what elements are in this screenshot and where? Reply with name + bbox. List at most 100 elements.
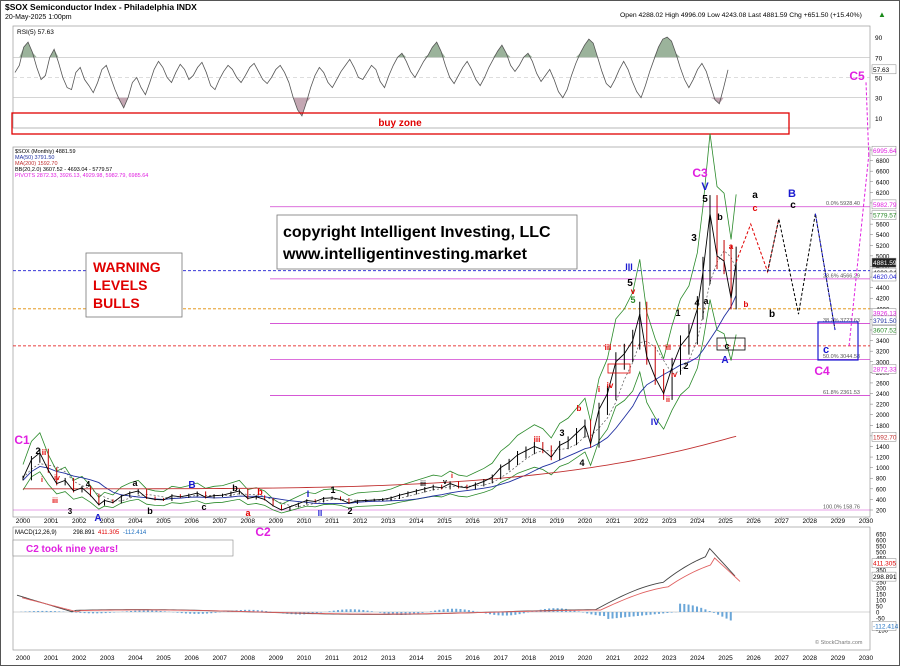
wave-label-b: b bbox=[744, 300, 749, 309]
rsi-overbought-fill bbox=[15, 37, 728, 58]
year-label: 2011 bbox=[325, 518, 339, 525]
price-tag: 4881.59 bbox=[871, 257, 897, 268]
projection-black-path bbox=[767, 213, 836, 331]
price-axis-label: 3200 bbox=[876, 350, 890, 356]
rsi-panel-frame bbox=[12, 25, 871, 129]
wave-label-i: i bbox=[41, 477, 43, 484]
rsi-tick-label: 30 bbox=[875, 96, 883, 103]
year-label-bottom: 2028 bbox=[803, 655, 818, 662]
wave-label-iii: iii bbox=[52, 498, 58, 505]
copyright-line1: copyright Intelligent Investing, LLC bbox=[283, 224, 551, 241]
macd-tag-3: -112.414 bbox=[871, 621, 899, 631]
wave-label-n2: 2 bbox=[35, 446, 40, 456]
price-axis-label: 2600 bbox=[876, 381, 890, 387]
macd-axis-label: 150 bbox=[876, 593, 887, 599]
price-tag-text: 5779.57 bbox=[873, 213, 897, 220]
year-label: 2023 bbox=[662, 518, 677, 525]
macd-axis-label: 250 bbox=[876, 581, 887, 587]
wave-label-n5: 5 bbox=[627, 278, 633, 289]
wave-iii-box bbox=[607, 363, 631, 374]
wave-label-b: b bbox=[769, 309, 775, 320]
year-label-bottom: 2029 bbox=[831, 655, 846, 662]
macd-tag-1-bg bbox=[871, 558, 897, 568]
price-tag: 3791.50 bbox=[871, 315, 897, 326]
price-axis-label: 4400 bbox=[876, 286, 890, 292]
price-tag-bg bbox=[871, 199, 897, 210]
macd-group bbox=[13, 547, 870, 621]
year-label: 2000 bbox=[16, 518, 31, 525]
macd-axis-label: 100 bbox=[876, 599, 887, 605]
rsi-line bbox=[14, 36, 729, 117]
bb-lower-line bbox=[22, 299, 737, 514]
year-label-bottom: 2012 bbox=[353, 655, 368, 662]
copyright-box bbox=[276, 214, 578, 270]
wave-label-b: b bbox=[147, 506, 153, 516]
fib-label: 50.0% 3044.58 bbox=[823, 354, 860, 360]
wave-label-iii: iii bbox=[534, 435, 541, 444]
year-label-bottom: 2002 bbox=[72, 655, 87, 662]
fib-label: 61.8% 2361.53 bbox=[823, 390, 860, 396]
year-label-bottom: 2017 bbox=[493, 655, 508, 662]
wave-label-v: v bbox=[443, 479, 447, 486]
wave-label-iv: iv bbox=[671, 372, 677, 379]
price-tag-bg bbox=[871, 257, 897, 268]
price-tag: 6995.64 bbox=[871, 145, 897, 156]
price-tag-bg bbox=[871, 315, 897, 326]
price-tag: 5982.79 bbox=[871, 199, 897, 210]
macd-axis-label: -50 bbox=[876, 617, 885, 623]
macd-tag-3-bg bbox=[871, 621, 897, 631]
macd-note: C2 took nine years! bbox=[26, 544, 118, 555]
year-label-bottom: 2014 bbox=[409, 655, 424, 662]
projection-red-path bbox=[735, 218, 780, 274]
projection-magenta-path-upper bbox=[848, 155, 870, 346]
price-tag-text: 3926.13 bbox=[873, 311, 897, 318]
year-label: 2015 bbox=[437, 518, 452, 525]
fib-label: 0.0% 5928.40 bbox=[826, 201, 860, 207]
price-tag: 3607.52 bbox=[871, 325, 897, 335]
wave-label-n2: 2 bbox=[347, 506, 352, 516]
year-label-bottom: 2000 bbox=[16, 655, 31, 662]
macd-axis-label: 650 bbox=[876, 533, 887, 539]
year-label: 2026 bbox=[746, 518, 761, 525]
macd-value-1: 298.891 bbox=[73, 530, 95, 536]
price-line bbox=[22, 213, 737, 511]
year-label-bottom: 2010 bbox=[297, 655, 312, 662]
price-tag-text: 6995.64 bbox=[873, 148, 897, 155]
year-label-bottom: 2015 bbox=[437, 655, 452, 662]
price-axis-label: 1200 bbox=[876, 456, 890, 462]
price-axis-label: 1400 bbox=[876, 445, 890, 451]
price-axis-label: 5200 bbox=[876, 244, 890, 250]
price-tag-bg bbox=[871, 145, 897, 156]
wave-label-A: A bbox=[721, 355, 728, 366]
bb-middle-line bbox=[22, 250, 737, 507]
rsi-tick-label: 10 bbox=[875, 116, 883, 123]
wave-label-C5: C5 bbox=[849, 69, 865, 83]
price-axis-label: 6800 bbox=[876, 159, 890, 165]
macd-value-3: -112.414 bbox=[123, 530, 147, 536]
wave-label-c: c bbox=[724, 341, 729, 351]
warning-line1: WARNING bbox=[93, 259, 161, 275]
ma50-line bbox=[22, 295, 737, 504]
wave-label-n4: 4 bbox=[694, 298, 699, 308]
price-axis-label: 2400 bbox=[876, 392, 890, 398]
macd-tag-3-text: -112.414 bbox=[873, 623, 899, 630]
wave-label-I: I bbox=[307, 489, 310, 499]
year-label-bottom: 2016 bbox=[465, 655, 480, 662]
price-axis-label: 200 bbox=[876, 509, 887, 515]
year-label-bottom: 2019 bbox=[550, 655, 565, 662]
price-axis-label: 400 bbox=[876, 498, 887, 504]
credit-label: © StockCharts.com bbox=[815, 639, 863, 646]
legend-bb: BB(20,2.0) 3607.52 - 4693.04 - 5779.57 bbox=[15, 167, 112, 173]
price-axis-label: 3000 bbox=[876, 360, 890, 366]
wave-label-iv: iv bbox=[607, 381, 614, 390]
price-tag: 2872.33 bbox=[871, 364, 897, 374]
price-axis-label: 3400 bbox=[876, 339, 890, 345]
wave-label-ii: ii bbox=[666, 397, 670, 404]
year-label: 2004 bbox=[128, 518, 143, 525]
year-label-bottom: 2008 bbox=[241, 655, 256, 662]
year-label: 2013 bbox=[381, 518, 396, 525]
price-tag-bg bbox=[871, 271, 897, 282]
fib-label: 38.2% 3723.63 bbox=[823, 318, 860, 324]
